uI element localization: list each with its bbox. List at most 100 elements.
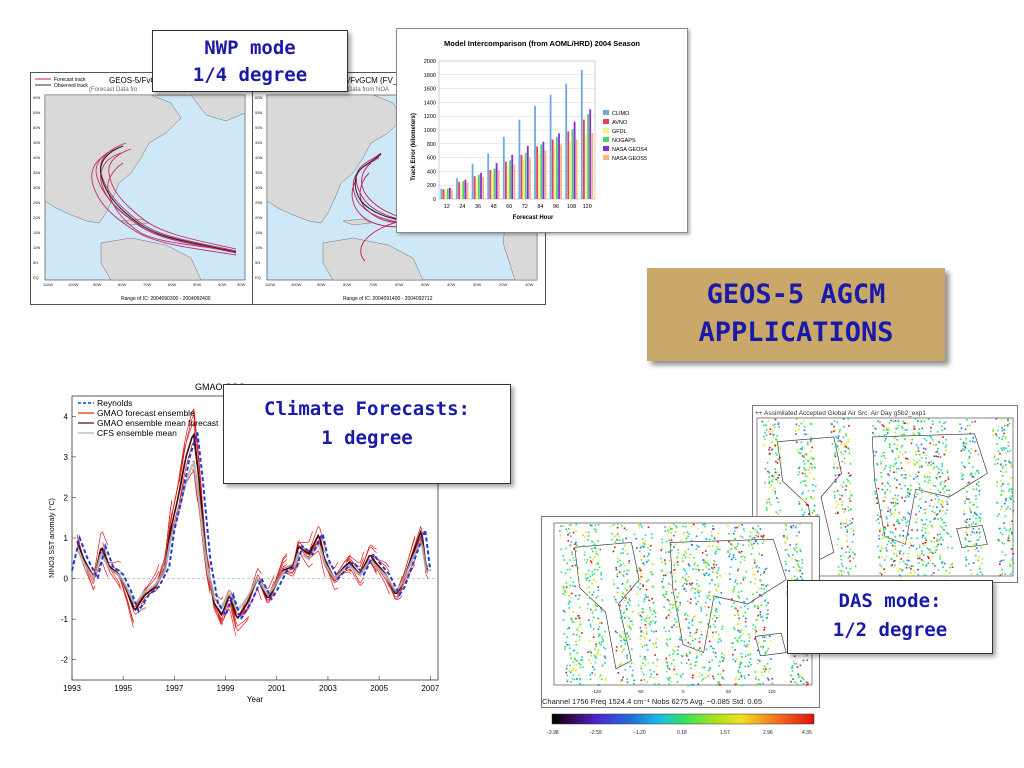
das-point [796,577,799,580]
das-point [753,528,756,531]
das-point [763,444,765,446]
das-point [640,619,643,621]
das-point [718,615,721,617]
das-point [628,569,631,572]
bar-xtick-label: 72 [522,204,528,210]
das-point [594,568,596,571]
das-point [756,662,759,665]
das-point [670,538,672,541]
das-point [687,548,690,551]
das-point [686,580,688,582]
das-point [717,583,719,585]
das-point [566,674,568,677]
das-point [888,446,891,449]
das-point [804,453,806,456]
das-point [996,502,998,504]
das-point [591,612,594,614]
das-point [934,551,937,554]
das-point [932,572,935,574]
das-point [973,503,976,506]
das-point [1011,533,1013,535]
das-point [587,603,589,605]
das-point [739,535,742,537]
das-point [1005,497,1007,500]
das-point [895,447,898,450]
das-point [1008,488,1011,490]
das-point [792,678,794,680]
hurricane-map-left-svg: Forecast track Observed track GEOS-5/FvG… [31,73,252,304]
das-point [671,626,673,629]
svg-text:20N: 20N [33,215,40,220]
das-point [939,533,941,535]
das-point [742,528,745,530]
das-point [757,570,759,573]
das-point [756,530,758,533]
das-point [647,559,650,562]
das-point [692,674,694,677]
das-point [992,434,995,436]
das-point [965,559,968,561]
das-point [591,582,593,585]
das-point [1003,502,1006,505]
das-point [690,543,693,546]
das-point [697,591,699,594]
das-point [567,534,569,536]
das-point [691,544,694,546]
das-point [703,574,706,577]
das-point [694,661,697,663]
das-point [772,424,774,427]
das-point [595,657,597,659]
das-point [795,423,798,426]
das-point [807,475,809,478]
das-point [568,601,571,603]
das-point [943,562,946,565]
das-point [630,588,632,591]
das-point [772,433,774,436]
das-point [579,666,582,669]
das-point [995,458,997,461]
das-point [1011,571,1014,573]
das-point [714,652,717,654]
svg-text:1.57: 1.57 [720,730,730,736]
das-point [748,633,750,636]
das-point [803,433,806,435]
das-point [654,622,656,624]
das-point [570,671,572,674]
bar-ytick-label: 1200 [424,114,436,120]
das-point [594,556,596,559]
das-point [844,508,846,511]
das-point [915,444,918,446]
das-point [568,532,571,534]
das-point [578,617,581,620]
das-point [917,446,920,449]
das-point [661,541,664,544]
das-point [776,479,779,482]
das-point [835,506,838,508]
das-point [574,564,577,567]
das-point [752,593,754,596]
das-point [739,631,741,634]
das-point [915,476,917,479]
das-point [743,556,746,559]
das-point [910,565,913,567]
das-point [975,543,978,545]
das-point [714,552,717,554]
das-point [877,518,880,520]
das-point [1007,450,1009,453]
das-point [898,534,901,536]
das-point [763,629,765,631]
das-point [993,456,996,458]
das-point [978,536,981,538]
das-point [959,430,961,433]
das-point [712,651,715,654]
das-point [734,558,737,561]
bar-nasa-geos5 [482,176,484,199]
das-point [892,420,895,423]
das-point [694,592,696,594]
das-point [560,548,562,550]
das-point [1012,510,1014,513]
das-point [843,425,845,428]
das-point [754,629,756,631]
das-point [1009,565,1012,567]
das-point [639,582,642,585]
